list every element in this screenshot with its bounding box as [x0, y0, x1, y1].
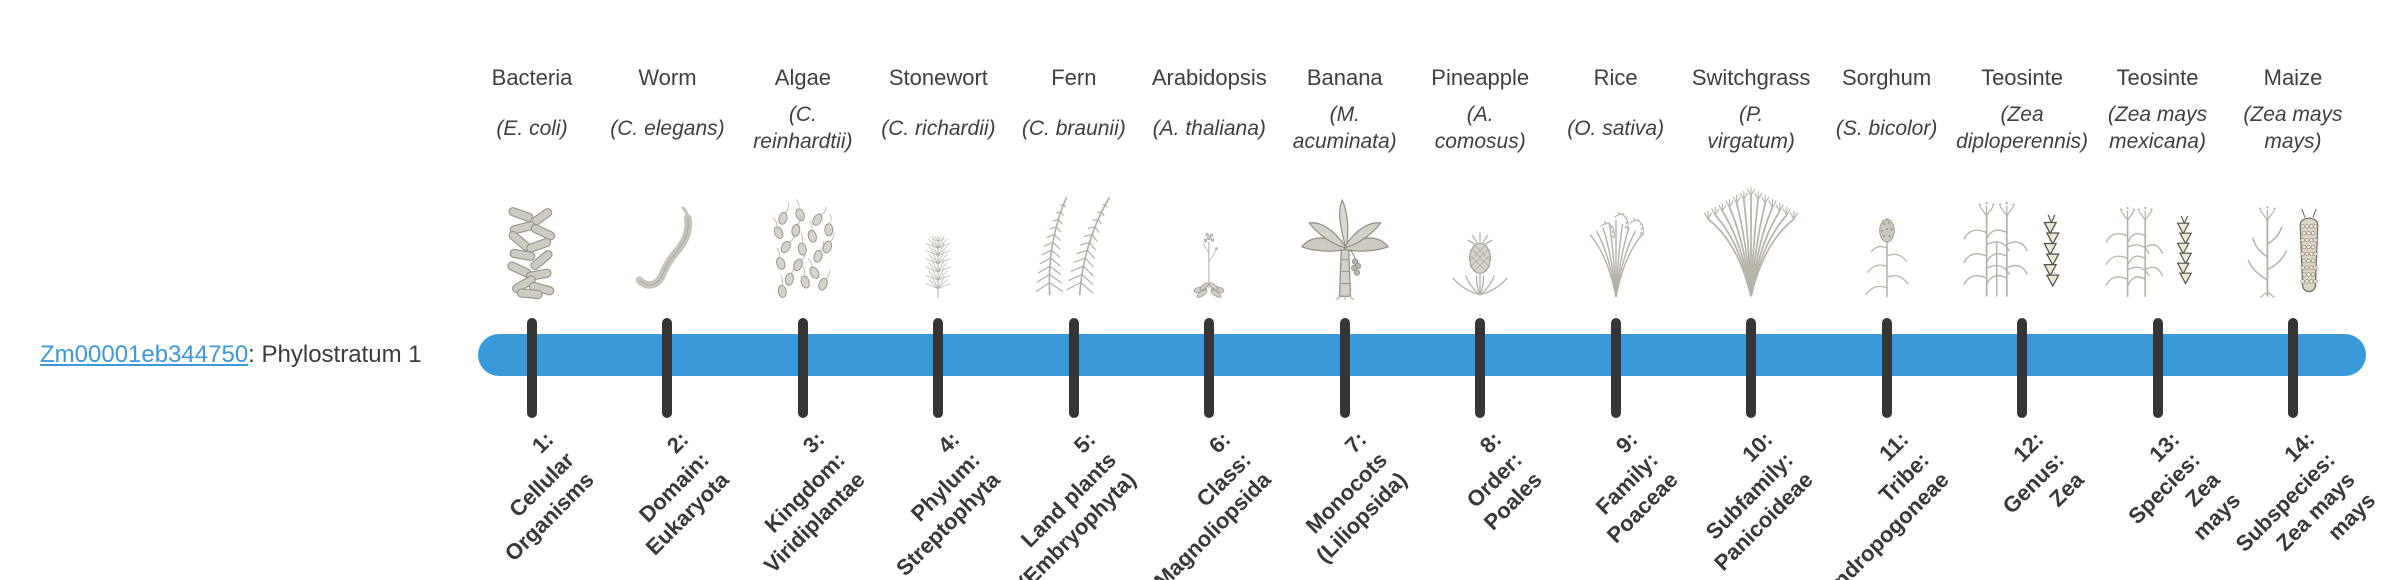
organism-species: (A. thaliana)	[1152, 116, 1266, 140]
arabidopsis-icon	[1193, 233, 1225, 298]
timeline-tick	[933, 318, 944, 418]
maize-icon	[2247, 206, 2319, 299]
banana-icon	[1300, 198, 1389, 300]
stonewort-icon	[925, 235, 951, 298]
timeline-tick	[2152, 318, 2163, 418]
timeline-tick	[1610, 318, 1621, 418]
organism-name: Algae	[774, 65, 832, 90]
organism-name: Pineapple	[1431, 65, 1530, 90]
organism-illustration	[1265, 168, 1425, 300]
organism-illustration	[2213, 168, 2373, 300]
organism-illustration	[1536, 168, 1696, 300]
organism-name: Worm	[638, 65, 697, 90]
organism-name: Switchgrass	[1691, 65, 1811, 90]
organism-name: Fern	[1051, 65, 1097, 90]
rice-icon	[1589, 212, 1644, 298]
organism-species: (A. comosus)	[1434, 103, 1526, 153]
timeline-tick	[2017, 318, 2028, 418]
organism-illustration	[2078, 168, 2238, 300]
organism-species: (C. richardii)	[881, 116, 996, 140]
organism-illustration	[858, 168, 1018, 300]
organism-species: (P. virgatum)	[1707, 103, 1795, 153]
sorghum-icon	[1864, 218, 1909, 298]
worm-icon	[636, 206, 693, 289]
organism-species: (M. acuminata)	[1292, 103, 1397, 153]
organism-species: (Zea mays mexicana)	[2107, 103, 2208, 153]
organism-name: Arabidopsis	[1151, 65, 1267, 90]
organism-species: (Zea diploperennis)	[1956, 103, 2088, 153]
stratum-label: 14: Subspecies: Zea mays mays	[2230, 426, 2381, 557]
timeline-tick	[1475, 318, 1486, 418]
organism-name: Maize	[2263, 65, 2323, 90]
timeline-tick	[797, 318, 808, 418]
organism-name: Teosinte	[2116, 65, 2199, 90]
organism-species: (C. elegans)	[610, 116, 725, 140]
phylostratum-bar	[478, 334, 2366, 376]
organism-illustration	[452, 168, 612, 300]
organism-species: (Zea mays mays)	[2243, 103, 2343, 153]
organism-species: (C. braunii)	[1021, 116, 1126, 140]
timeline-tick	[2287, 318, 2298, 418]
organism-illustration	[1400, 168, 1560, 300]
algae-icon	[772, 199, 835, 298]
pineapple-icon	[1452, 232, 1509, 296]
timeline-tick	[1204, 318, 1215, 418]
organism-illustration	[994, 168, 1154, 300]
switchgrass-icon	[1703, 187, 1799, 297]
organism-name: Banana	[1306, 65, 1383, 90]
timeline-tick	[662, 318, 673, 418]
organism-illustration	[1671, 168, 1831, 300]
teosinte-diploperennis-icon	[1963, 201, 2060, 297]
organism-species: (E. coli)	[496, 116, 568, 140]
timeline-tick	[1068, 318, 1079, 418]
timeline-tick	[1881, 318, 1892, 418]
organism-name: Stonewort	[888, 65, 988, 90]
gene-id-link[interactable]: Zm00001eb344750	[40, 341, 249, 368]
organism-illustration	[1129, 168, 1289, 300]
fern-icon	[1035, 196, 1111, 296]
organism-name: Bacteria	[491, 65, 573, 90]
organism-illustration	[1807, 168, 1967, 300]
organism-illustration	[723, 168, 883, 300]
timeline-tick	[1339, 318, 1350, 418]
organism-name: Rice	[1593, 65, 1638, 90]
gene-label: Zm00001eb344750: Phylostratum 1	[40, 341, 422, 369]
organism-illustration	[1942, 168, 2102, 300]
gene-stratum-text: : Phylostratum 1	[248, 341, 422, 368]
timeline-tick	[1746, 318, 1757, 418]
organism-species: (S. bicolor)	[1835, 116, 1938, 140]
organism-species: (O. sativa)	[1567, 116, 1665, 140]
bacteria-icon	[507, 207, 556, 300]
organism-name: Teosinte	[1981, 65, 2064, 90]
organism-name: Sorghum	[1841, 65, 1932, 90]
timeline-tick	[527, 318, 537, 418]
teosinte-mexicana-icon	[2104, 206, 2192, 297]
organism-illustration	[587, 168, 747, 300]
organism-species: (C. reinhardtii)	[753, 103, 853, 153]
